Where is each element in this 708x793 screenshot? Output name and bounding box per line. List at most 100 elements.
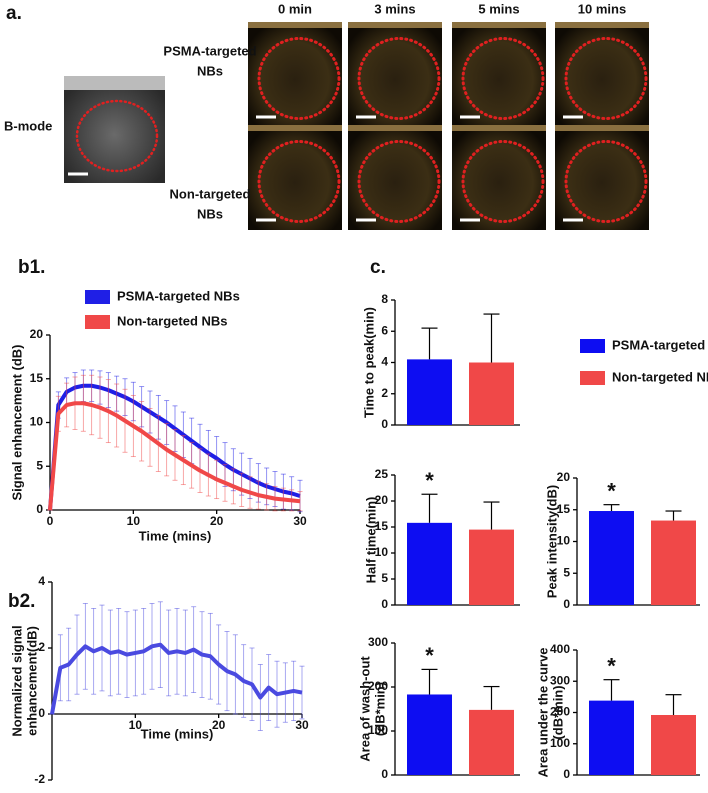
x-tick-label: 0 <box>47 514 54 528</box>
panel-label: c. <box>370 257 386 278</box>
y-tick-label: 2 <box>381 386 388 400</box>
y-tick-label: 5 <box>381 571 388 585</box>
legend-swatch <box>85 290 110 304</box>
bar <box>469 529 514 605</box>
y-tick-label: 2 <box>38 640 45 654</box>
x-axis-label: Time (mins) <box>139 528 212 543</box>
bar <box>407 359 452 425</box>
column-header: 10 mins <box>578 1 626 16</box>
roi-circle <box>357 140 441 223</box>
image-topband <box>452 125 546 131</box>
panel-label: b2. <box>8 591 35 612</box>
legend-swatch <box>85 315 110 329</box>
bar <box>651 520 696 605</box>
y-tick-label: -2 <box>34 772 45 786</box>
row-label: Non-targeted <box>170 186 251 201</box>
roi-circle <box>257 140 341 223</box>
y-axis-label: Time to peak(min) <box>361 307 376 418</box>
panel-label: a. <box>6 3 22 24</box>
y-tick-label: 8 <box>381 292 388 306</box>
roi-circle <box>461 37 545 120</box>
y-tick-label: 0 <box>38 706 45 720</box>
x-tick-label: 10 <box>127 514 141 528</box>
y-tick-label: 4 <box>38 574 45 588</box>
y-tick-label: 300 <box>550 673 570 687</box>
image-topband <box>248 125 342 131</box>
y-tick-label: 25 <box>375 467 389 481</box>
y-axis-label: Signal enhancement (dB) <box>9 344 24 500</box>
row-label: B-mode <box>4 118 52 133</box>
roi-circle <box>564 140 648 223</box>
x-tick-label: 30 <box>293 514 307 528</box>
y-tick-label: 15 <box>375 519 389 533</box>
bar <box>589 511 634 605</box>
row-label: NBs <box>197 63 223 78</box>
bar <box>469 709 514 775</box>
x-tick-label: 10 <box>129 718 143 732</box>
y-axis-label: enhancement(dB) <box>24 626 39 736</box>
y-axis-label: Normalized signal <box>9 625 24 736</box>
y-tick-label: 200 <box>550 705 570 719</box>
image-topband <box>64 76 165 90</box>
legend-label: PSMA-targeted NBs <box>612 337 708 352</box>
y-tick-label: 10 <box>375 545 389 559</box>
y-tick-label: 400 <box>550 642 570 656</box>
legend-label: PSMA-targeted NBs <box>117 288 240 303</box>
data-line <box>50 642 303 715</box>
y-tick-label: 20 <box>375 493 389 507</box>
y-tick-label: 200 <box>368 679 388 693</box>
y-tick-label: 0 <box>381 417 388 431</box>
roi-circle <box>257 37 341 120</box>
roi-circle <box>564 37 648 120</box>
y-tick-label: 0 <box>36 502 43 516</box>
y-tick-label: 0 <box>381 597 388 611</box>
legend-label: Non-targeted NBs <box>117 313 228 328</box>
y-tick-label: 10 <box>557 534 571 548</box>
image-topband <box>248 22 342 28</box>
image-topband <box>348 22 442 28</box>
x-tick-label: 20 <box>212 718 226 732</box>
data-line <box>48 401 301 511</box>
x-tick-label: 30 <box>295 718 309 732</box>
x-axis-label: Time (mins) <box>141 726 214 741</box>
y-tick-label: 10 <box>30 415 44 429</box>
image-topband <box>555 125 649 131</box>
column-header: 3 mins <box>374 1 415 16</box>
bmode-image <box>64 76 165 183</box>
y-axis-label: Peak intensity(dB) <box>544 485 559 598</box>
legend-swatch <box>580 339 605 353</box>
roi-circle <box>75 99 159 173</box>
bar <box>469 362 514 425</box>
significance-marker: * <box>425 468 434 493</box>
image-topband <box>348 125 442 131</box>
roi-circle <box>461 140 545 223</box>
image-topband <box>555 22 649 28</box>
y-tick-label: 100 <box>368 723 388 737</box>
bar <box>589 700 634 775</box>
x-tick-label: 20 <box>210 514 224 528</box>
y-tick-label: 0 <box>381 767 388 781</box>
y-tick-label: 0 <box>563 597 570 611</box>
roi-circle <box>357 37 441 120</box>
significance-marker: * <box>607 478 616 503</box>
y-tick-label: 5 <box>36 458 43 472</box>
y-axis-label: Area under the curve <box>535 647 550 777</box>
y-tick-label: 20 <box>30 327 44 341</box>
y-tick-label: 100 <box>550 736 570 750</box>
y-tick-label: 300 <box>368 635 388 649</box>
panel-label: b1. <box>18 257 45 278</box>
y-tick-label: 15 <box>30 371 44 385</box>
y-axis-label: (dB*min) <box>372 682 387 736</box>
row-label: NBs <box>197 206 223 221</box>
bar <box>651 715 696 775</box>
y-axis-label: (dB*min) <box>550 685 565 739</box>
y-tick-label: 4 <box>381 355 388 369</box>
significance-marker: * <box>607 654 616 679</box>
y-tick-label: 6 <box>381 323 388 337</box>
bar <box>407 694 452 775</box>
image-topband <box>452 22 546 28</box>
column-header: 5 mins <box>478 1 519 16</box>
column-header: 0 min <box>278 1 312 16</box>
y-tick-label: 20 <box>557 470 571 484</box>
